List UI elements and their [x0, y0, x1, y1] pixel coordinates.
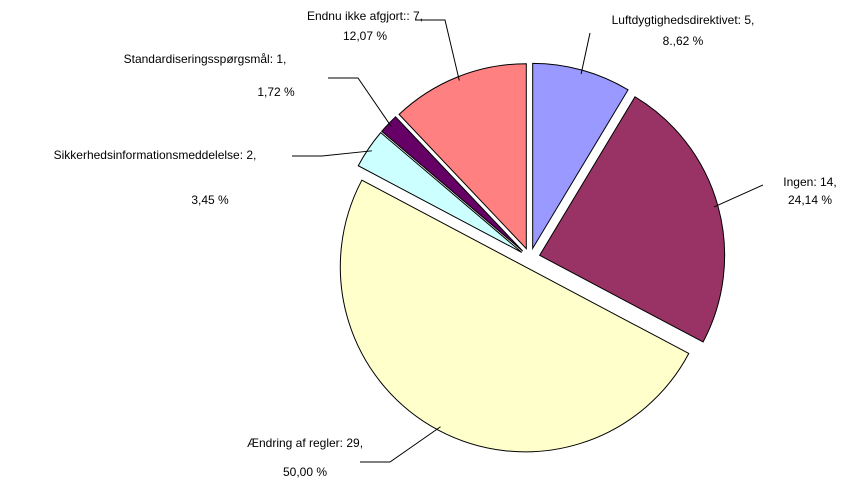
slice-label: Ingen: 14,: [783, 175, 836, 189]
slice-label: Ændring af regler: 29,: [247, 436, 363, 450]
slice-percent: 3,45 %: [191, 193, 229, 207]
leader-line: [360, 426, 441, 463]
slice-label: Luftdygtighedsdirektivet: 5,: [612, 13, 755, 27]
leader-line: [292, 150, 372, 157]
slice-percent: 50,00 %: [283, 465, 327, 479]
slice-percent: 12,07 %: [343, 29, 387, 43]
slice-label: Standardiseringsspørgsmål: 1,: [124, 52, 287, 66]
leader-line: [713, 184, 764, 208]
leader-line: [415, 19, 460, 81]
pie-slice: [357, 131, 523, 253]
pie-slice: [381, 116, 524, 252]
slice-percent: 24,14 %: [788, 193, 832, 207]
slice-percent: 1,72 %: [257, 85, 295, 99]
slice-label: Endnu ikke afgjort:: 7,: [307, 9, 423, 23]
leader-line: [580, 32, 591, 75]
leader-line: [328, 77, 392, 127]
slice-label: Sikkerhedsinformationsmeddelelse: 2,: [54, 148, 257, 162]
slice-percent: 8.,62 %: [663, 34, 704, 48]
pie-slice: [398, 63, 527, 250]
pie-slice: [339, 179, 690, 453]
pie-slice: [538, 96, 726, 343]
